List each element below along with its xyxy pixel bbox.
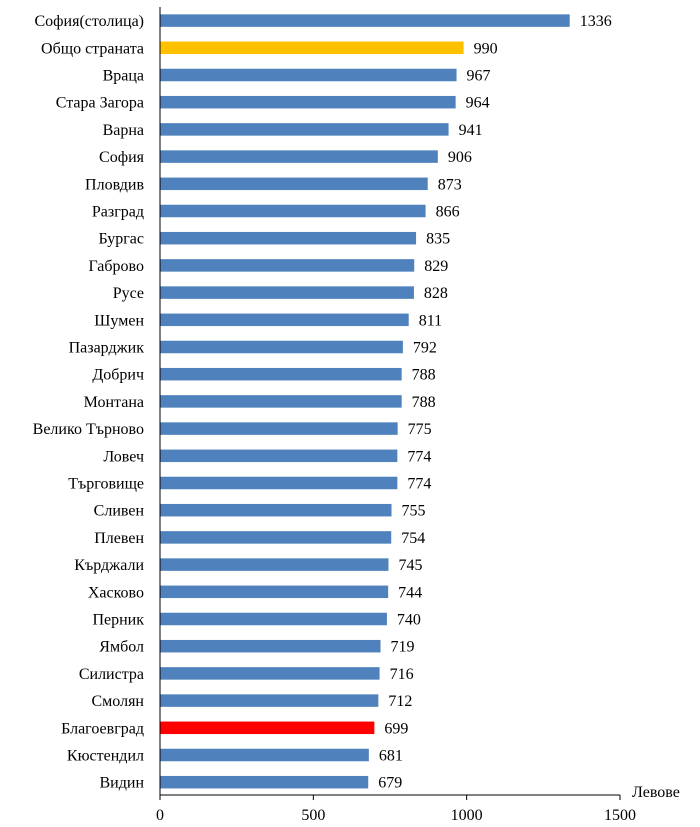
- value-label: 792: [413, 340, 437, 357]
- value-label: 964: [466, 95, 490, 112]
- bar: [160, 177, 428, 191]
- category-label: Кърджали: [74, 557, 144, 574]
- bar: [160, 259, 415, 272]
- category-label: Ловеч: [103, 448, 144, 465]
- value-label: 906: [448, 149, 472, 166]
- category-label: Разград: [92, 204, 144, 221]
- x-tick-label: 1500: [604, 807, 636, 824]
- category-label: Шумен: [94, 312, 144, 329]
- value-label: 990: [474, 40, 498, 57]
- category-label: Враца: [103, 68, 144, 85]
- bar: [160, 585, 389, 599]
- bar: [160, 775, 369, 789]
- bar: [160, 41, 464, 55]
- x-axis-ticks: 0 500 1000 1500: [156, 795, 636, 824]
- bar: [160, 123, 449, 136]
- category-label: Пловдив: [85, 176, 144, 193]
- x-axis-unit-label: Левове: [632, 784, 680, 801]
- bar: [160, 313, 409, 327]
- value-label: 775: [408, 421, 432, 438]
- value-label: 744: [398, 584, 422, 601]
- value-label: 712: [388, 693, 412, 710]
- category-label: Сливен: [94, 503, 145, 520]
- value-label: 716: [390, 666, 414, 683]
- value-label: 811: [419, 312, 442, 329]
- value-label: 740: [397, 612, 421, 629]
- value-label: 866: [436, 204, 460, 221]
- value-label: 745: [398, 557, 422, 574]
- category-label: Кюстендил: [67, 748, 144, 765]
- bar: [160, 422, 398, 435]
- value-label: 699: [384, 720, 408, 737]
- category-label: Хасково: [88, 584, 144, 601]
- bar: [160, 639, 381, 653]
- category-label: София(столица): [35, 13, 145, 30]
- category-label: Видин: [100, 775, 145, 792]
- category-label: Пазарджик: [69, 340, 145, 357]
- value-label: 774: [407, 476, 431, 493]
- x-tick-label: 500: [301, 807, 325, 824]
- bar: [160, 68, 457, 82]
- category-labels: София(столица) Общо страната Враца Стара За…: [33, 13, 145, 792]
- x-tick-label: 1000: [451, 807, 483, 824]
- value-label: 755: [402, 503, 426, 520]
- value-label: 679: [378, 775, 402, 792]
- category-label: Плевен: [94, 530, 144, 547]
- bar: [160, 395, 402, 408]
- category-label: Силистра: [79, 666, 144, 683]
- value-labels: 1336 990 967 964 941 906 873 866 835 829 828 811 792…: [378, 13, 611, 792]
- category-label: Ямбол: [99, 639, 144, 656]
- value-label: 941: [459, 122, 483, 139]
- bar: [160, 95, 456, 109]
- bar: [160, 340, 403, 354]
- category-label: Русе: [113, 285, 144, 302]
- category-label: София: [99, 149, 145, 166]
- value-label: 873: [438, 176, 462, 193]
- value-label: 774: [407, 448, 431, 465]
- value-label: 788: [412, 394, 436, 411]
- bar: [160, 204, 426, 218]
- bar: [160, 14, 570, 27]
- category-label: Перник: [92, 612, 144, 629]
- bar: [160, 367, 402, 381]
- value-label: 835: [426, 231, 450, 248]
- bar: [160, 150, 438, 163]
- x-tick-label: 0: [156, 807, 164, 824]
- category-label: Общо страната: [41, 40, 144, 57]
- bar: [160, 721, 375, 735]
- bar: [160, 694, 379, 707]
- category-label: Добрич: [92, 367, 144, 384]
- value-label: 1336: [580, 13, 612, 30]
- value-label: 681: [379, 748, 403, 765]
- value-label: 719: [390, 639, 414, 656]
- bar: [160, 748, 369, 762]
- category-label: Габрово: [88, 258, 144, 275]
- bar: [160, 612, 387, 626]
- category-label: Велико Търново: [33, 421, 144, 438]
- value-label: 828: [424, 285, 448, 302]
- category-label: Стара Загора: [56, 95, 144, 112]
- category-label: Смолян: [92, 693, 145, 710]
- value-label: 754: [401, 530, 425, 547]
- bar: [160, 449, 398, 463]
- bar: [160, 667, 380, 680]
- category-label: Бургас: [98, 231, 144, 248]
- bar: [160, 503, 392, 517]
- category-label: Търговище: [68, 476, 144, 493]
- bar: [160, 286, 414, 299]
- bars-group: [160, 14, 570, 789]
- bar: [160, 531, 392, 544]
- value-label: 967: [467, 68, 491, 85]
- category-label: Варна: [103, 122, 144, 139]
- value-label: 829: [424, 258, 448, 275]
- bar: [160, 476, 398, 490]
- bar: [160, 558, 389, 571]
- value-label: 788: [412, 367, 436, 384]
- category-label: Благоевград: [61, 720, 144, 737]
- category-label: Монтана: [84, 394, 144, 411]
- bar: [160, 231, 417, 245]
